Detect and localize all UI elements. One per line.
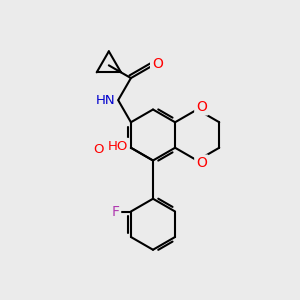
Text: HN: HN bbox=[95, 94, 115, 107]
Text: O: O bbox=[93, 143, 104, 156]
Text: O: O bbox=[196, 157, 207, 170]
Text: O: O bbox=[196, 100, 207, 113]
Text: F: F bbox=[111, 205, 119, 218]
Text: H: H bbox=[95, 140, 104, 153]
Text: O: O bbox=[152, 57, 163, 71]
Text: HO: HO bbox=[107, 140, 128, 153]
